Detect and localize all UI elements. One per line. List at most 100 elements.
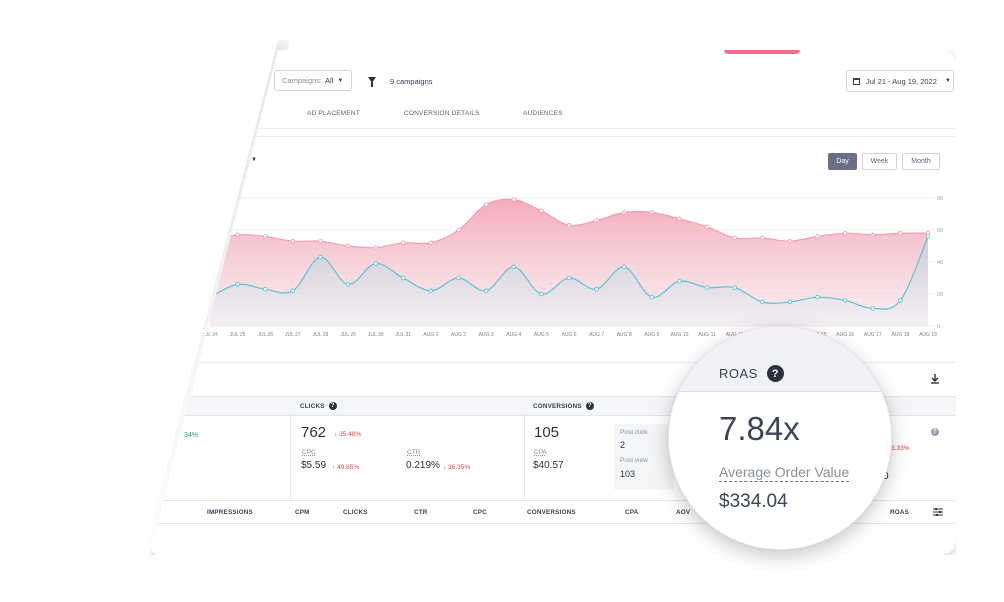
filter-icon[interactable] bbox=[368, 77, 376, 87]
performance-chart: 0 20 40 60 80 JUL 24 JUL 25 JUL 26 JUL 27 JUL 28 J… bbox=[202, 196, 943, 338]
series-1-point bbox=[345, 243, 351, 249]
period-day-button[interactable]: Day bbox=[828, 153, 857, 170]
cpc-delta: ↑ 49.85% bbox=[332, 464, 360, 471]
x-tick-label: JUL 30 bbox=[368, 332, 384, 338]
tab-audiences[interactable]: AUDIENCES bbox=[523, 110, 563, 117]
kpi-divider bbox=[290, 414, 291, 499]
col-cpa[interactable]: CPA bbox=[625, 509, 639, 516]
ctr-delta-text: 36.35% bbox=[448, 464, 471, 471]
x-tick-label: AUG 8 bbox=[617, 332, 632, 338]
series-1-point bbox=[704, 224, 710, 230]
col-clicks[interactable]: CLICKS bbox=[343, 509, 368, 516]
dashboard-card: Campaigns: All ▼ 9 campaigns Jul 21 - Au… bbox=[150, 50, 956, 555]
y-tick-label: 40 bbox=[937, 260, 943, 266]
series-2-point bbox=[760, 299, 765, 305]
x-tick-label: AUG 3 bbox=[479, 332, 494, 338]
series-2-point bbox=[898, 298, 903, 303]
date-range-text: Jul 21 - Aug 19, 2022 bbox=[866, 76, 937, 86]
x-tick-label: AUG 9 bbox=[644, 332, 659, 338]
x-tick-label: JUL 24 bbox=[202, 332, 218, 338]
series-2-point bbox=[566, 275, 572, 281]
download-icon[interactable] bbox=[930, 373, 940, 385]
series-2-area bbox=[210, 236, 928, 326]
help-icon[interactable]: ? bbox=[585, 402, 594, 410]
x-tick-label: JUL 27 bbox=[285, 332, 301, 338]
campaign-count: 9 campaigns bbox=[390, 77, 433, 86]
col-aov[interactable]: AOV bbox=[676, 509, 691, 516]
series-2-point bbox=[235, 282, 240, 287]
post-click-label: Post click bbox=[620, 429, 648, 436]
kpi-header bbox=[150, 362, 956, 397]
period-month-button[interactable]: Month bbox=[902, 153, 940, 170]
column-settings-icon[interactable] bbox=[933, 508, 943, 516]
series-1-point bbox=[235, 232, 240, 238]
help-icon[interactable]: ? bbox=[766, 365, 784, 382]
series-2-point bbox=[511, 264, 517, 270]
help-icon[interactable]: ? bbox=[931, 428, 939, 436]
tab-ad-placement[interactable]: AD PLACEMENT bbox=[307, 110, 360, 117]
series-1-point bbox=[262, 234, 268, 239]
col-ctr[interactable]: CTR bbox=[414, 509, 428, 516]
series-1-point bbox=[207, 238, 213, 244]
campaigns-value: All bbox=[325, 76, 334, 85]
series-2-point bbox=[621, 264, 627, 270]
x-tick-label: AUG 4 bbox=[506, 332, 521, 338]
campaigns-select[interactable]: Campaigns: All ▼ bbox=[274, 70, 352, 91]
col-impressions[interactable]: IMPRESSIONS bbox=[207, 509, 253, 516]
roas-title: ROAS ? bbox=[719, 365, 784, 382]
series-1-point bbox=[539, 208, 544, 214]
series-1-point bbox=[401, 240, 406, 246]
series-2-point bbox=[428, 288, 434, 294]
col-conversions[interactable]: CONVERSIONS bbox=[527, 509, 576, 516]
series-1-point bbox=[870, 232, 876, 238]
y-tick-label: 0 bbox=[937, 324, 940, 330]
aov-value: $334.04 bbox=[719, 491, 788, 512]
col-cpm[interactable]: CPM bbox=[295, 509, 310, 516]
series-2-point bbox=[925, 234, 931, 239]
series-2-point bbox=[677, 278, 682, 284]
clicks-kpi-label-text: CLICKS bbox=[300, 402, 325, 410]
x-tick-label: AUG 6 bbox=[561, 332, 576, 338]
x-tick-label: AUG 2 bbox=[451, 332, 466, 338]
series-2-point bbox=[842, 298, 848, 303]
x-tick-label: JUL 26 bbox=[257, 332, 273, 338]
series-2-point bbox=[815, 294, 820, 300]
series-2-point bbox=[870, 306, 876, 311]
series-1-point bbox=[787, 238, 793, 244]
tabs-divider bbox=[150, 128, 956, 129]
chevron-down-icon[interactable]: ▼ bbox=[251, 157, 257, 163]
period-week-button[interactable]: Week bbox=[862, 153, 897, 170]
col-cpc[interactable]: CPC bbox=[473, 509, 487, 516]
col-roas[interactable]: ROAS bbox=[890, 509, 909, 516]
series-2-point bbox=[373, 261, 378, 266]
roas-value: 7.84x bbox=[719, 410, 800, 447]
post-view-label: Post view bbox=[620, 457, 648, 464]
series-2-point bbox=[318, 254, 323, 260]
series-1-point bbox=[732, 235, 737, 241]
tab-conversion-details[interactable]: CONVERSION DETAILS bbox=[404, 110, 480, 117]
x-tick-label: AUG 1 bbox=[423, 332, 438, 338]
series-1-point bbox=[318, 238, 323, 244]
series-1-point bbox=[621, 210, 627, 215]
help-icon[interactable]: ? bbox=[328, 402, 337, 410]
series-2-point bbox=[704, 285, 710, 290]
series-1-point bbox=[373, 245, 378, 250]
calendar-icon bbox=[853, 77, 860, 85]
post-view-value: 103 bbox=[620, 469, 636, 479]
x-tick-label: AUG 18 bbox=[891, 332, 909, 338]
series-2-point bbox=[732, 285, 737, 290]
series-2-point bbox=[539, 291, 544, 297]
clicks-delta-text: 35.48% bbox=[339, 431, 362, 438]
aov-label[interactable]: Average Order Value bbox=[719, 464, 850, 482]
series-1-point bbox=[483, 202, 489, 207]
conversions-value: 105 bbox=[534, 424, 560, 441]
clicks-kpi-label: CLICKS ? bbox=[300, 402, 337, 410]
right-delta-text: 3.33% bbox=[891, 445, 910, 452]
x-tick-label: AUG 7 bbox=[589, 332, 604, 338]
series-1-point bbox=[594, 218, 599, 223]
left-delta-value: 34% bbox=[184, 432, 199, 439]
series-2-point bbox=[483, 288, 489, 294]
report-tabs: AD PLACEMENT CONVERSION DETAILS AUDIENCE… bbox=[150, 106, 956, 130]
series-2-point bbox=[787, 299, 793, 305]
date-range-picker[interactable]: Jul 21 - Aug 19, 2022 ▼ bbox=[846, 70, 954, 92]
